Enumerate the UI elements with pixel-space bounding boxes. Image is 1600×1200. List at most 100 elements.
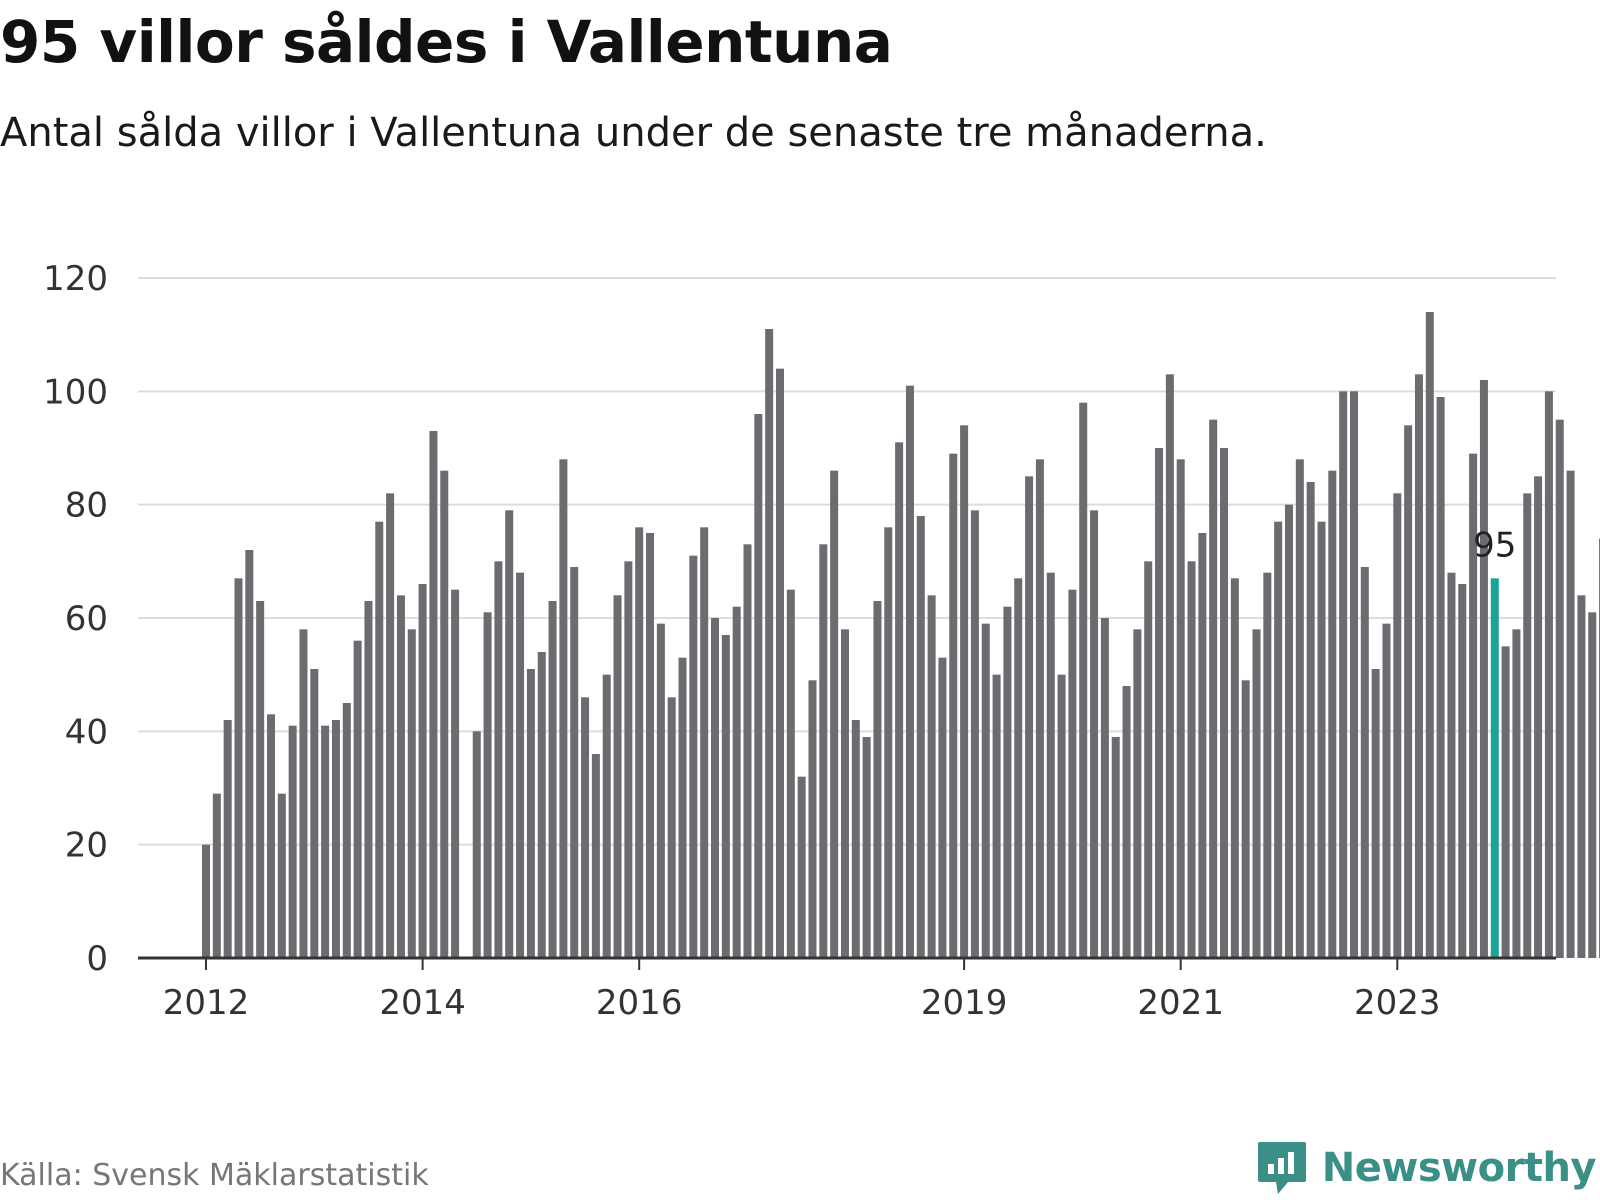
source-note: Källa: Svensk Mäklarstatistik	[0, 1158, 429, 1193]
bar	[505, 510, 514, 958]
bar	[1133, 629, 1142, 958]
bar	[1447, 572, 1456, 958]
y-tick-label: 40	[65, 712, 108, 752]
bar	[277, 793, 286, 958]
bar	[916, 516, 925, 958]
bar	[808, 680, 817, 958]
bar	[1155, 448, 1164, 958]
bar	[353, 640, 362, 958]
bar	[1079, 402, 1088, 959]
bar	[1230, 578, 1239, 958]
brand-logo[interactable]: Newsworthy	[1256, 1140, 1597, 1196]
bar	[602, 674, 611, 958]
bar	[1068, 589, 1077, 958]
bar	[786, 589, 795, 958]
bar	[1534, 476, 1543, 958]
bar	[905, 385, 914, 959]
bar	[591, 754, 600, 958]
x-tick-label: 2021	[1137, 983, 1224, 1023]
bar	[266, 714, 275, 958]
bar	[851, 720, 860, 958]
bar	[927, 595, 936, 958]
bar	[1501, 646, 1510, 958]
bar	[700, 527, 709, 958]
bar	[1187, 561, 1196, 958]
bar	[1360, 567, 1369, 958]
bar	[1544, 391, 1553, 958]
y-tick-label: 60	[65, 599, 108, 639]
bar	[526, 669, 535, 958]
bar	[299, 629, 308, 958]
bar	[202, 844, 210, 958]
bar	[711, 618, 720, 958]
bar	[1111, 737, 1120, 958]
bar	[1436, 397, 1445, 958]
bar	[1003, 606, 1012, 958]
bar	[581, 697, 590, 958]
bar	[1414, 374, 1423, 958]
bar	[1014, 578, 1023, 958]
chart-title: 95 villor såldes i Vallentuna	[0, 8, 893, 76]
bar	[483, 612, 492, 958]
bar	[1566, 470, 1575, 958]
bar	[1241, 680, 1250, 958]
bar	[472, 731, 481, 958]
bar	[245, 550, 254, 958]
bar	[960, 425, 969, 958]
bar	[234, 578, 243, 958]
bar	[635, 527, 644, 958]
bar	[1512, 629, 1521, 958]
chart-subtitle: Antal sålda villor i Vallentuna under de…	[0, 110, 1267, 156]
bar	[396, 595, 405, 958]
bar	[667, 697, 676, 958]
bar	[1252, 629, 1261, 958]
bar	[375, 521, 384, 958]
x-tick-label: 2023	[1354, 983, 1441, 1023]
annotations: 95	[1473, 525, 1516, 565]
bar	[646, 533, 655, 958]
bar	[570, 567, 579, 958]
bar	[1025, 476, 1034, 958]
bar	[559, 459, 568, 958]
bar	[1220, 448, 1229, 958]
bar	[548, 601, 557, 958]
bar	[1144, 561, 1153, 958]
bar	[451, 589, 460, 958]
bar	[873, 601, 882, 958]
bar	[1425, 312, 1434, 958]
bar	[364, 601, 373, 958]
bar	[1393, 493, 1402, 958]
bar	[1306, 482, 1315, 958]
bar	[1176, 459, 1185, 958]
bar	[1035, 459, 1044, 958]
newsworthy-logo-icon	[1257, 1142, 1306, 1194]
bar	[321, 725, 330, 958]
bar	[212, 793, 221, 958]
bar	[970, 510, 979, 958]
bar	[537, 652, 546, 958]
bar	[689, 555, 698, 958]
bar	[310, 669, 319, 958]
bar	[613, 595, 622, 958]
bar	[678, 657, 687, 958]
bar	[1458, 584, 1467, 958]
bar	[1523, 493, 1532, 958]
bar	[775, 368, 784, 959]
bar	[1165, 374, 1174, 958]
bar	[797, 776, 806, 958]
x-tick-label: 2019	[921, 983, 1008, 1023]
bar	[429, 431, 438, 958]
bar	[656, 623, 665, 958]
bar	[1349, 391, 1358, 958]
bar	[1122, 686, 1131, 958]
bar	[440, 470, 449, 958]
bar	[1469, 453, 1478, 958]
bar	[949, 453, 958, 958]
bar	[1198, 533, 1207, 958]
bar	[1295, 459, 1304, 958]
bar	[1555, 419, 1564, 959]
x-axis: 2012 2014 2016 2019 2021 2023	[138, 956, 1556, 1023]
bar	[895, 442, 904, 958]
bar	[721, 635, 730, 958]
bar	[732, 606, 741, 958]
